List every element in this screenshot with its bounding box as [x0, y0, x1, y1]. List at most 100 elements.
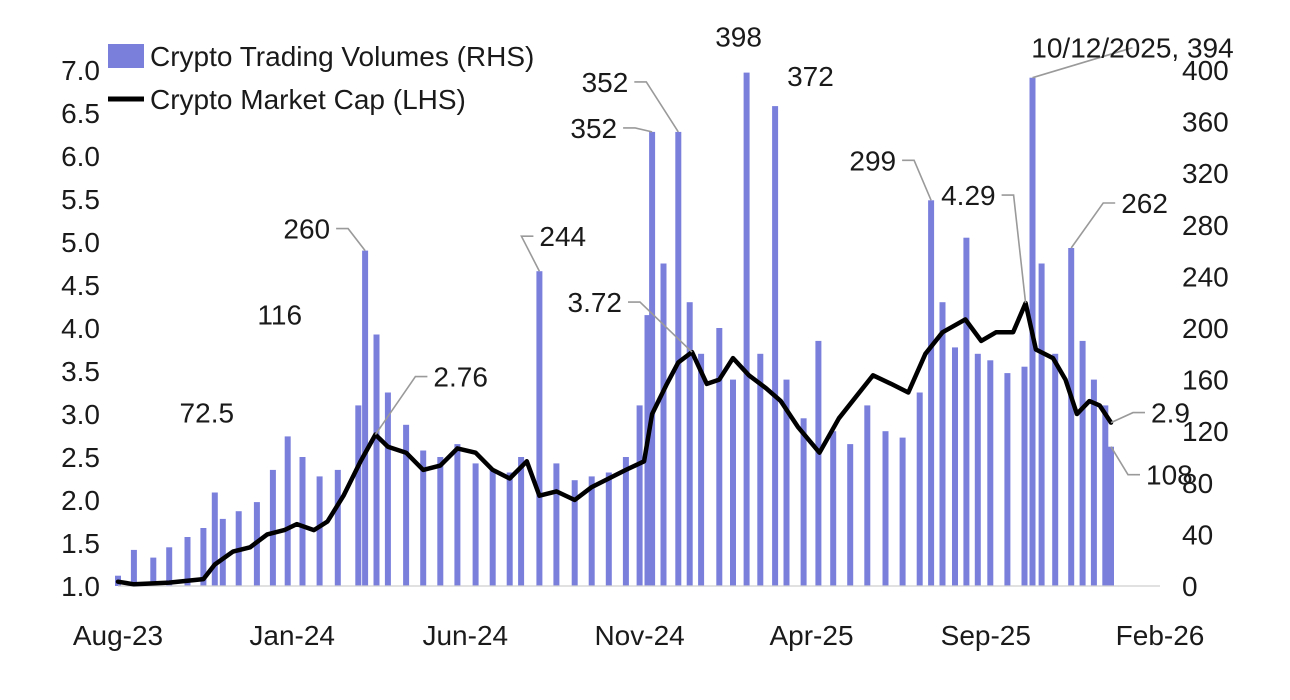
volume-bar-31: [605, 472, 612, 586]
volume-bar-25: [506, 472, 513, 586]
annotation-label: 299: [849, 145, 896, 176]
x-tick-label: Aug-23: [73, 620, 163, 651]
x-tick-label: Apr-25: [769, 620, 853, 651]
annotation-leader: [1032, 46, 1133, 79]
volume-bar-16: [362, 250, 369, 586]
left-tick-label: 2.5: [61, 442, 100, 473]
left-tick-label: 5.5: [61, 184, 100, 215]
x-tick-label: Feb-26: [1116, 620, 1205, 651]
volume-bar-59: [987, 360, 994, 587]
annotation-label: 2.9: [1151, 398, 1190, 429]
volume-bar-28: [553, 463, 560, 586]
volume-bar-18: [384, 392, 391, 586]
legend-mcap-label: Crypto Market Cap (LHS): [150, 84, 466, 115]
volume-bar-50: [864, 405, 871, 586]
volume-bar-4: [184, 537, 191, 586]
left-tick-label: 6.0: [61, 141, 100, 172]
volume-bar-41: [730, 379, 736, 586]
volume-bar-30: [588, 476, 595, 586]
volume-bar-66: [1079, 340, 1086, 586]
annotation-label: 72.5: [180, 398, 235, 429]
volume-bar-61: [1021, 366, 1028, 586]
volume-bar-68: [1102, 405, 1109, 586]
volume-bar-47: [815, 340, 822, 586]
volume-bar-37: [675, 131, 682, 586]
left-tick-label: 1.0: [61, 571, 100, 602]
volume-bar-51: [882, 431, 889, 586]
volume-bar-10: [269, 469, 276, 586]
left-tick-label: 4.0: [61, 313, 100, 344]
annotation-label: 352: [582, 67, 629, 98]
volume-bar-63: [1038, 263, 1045, 586]
annotation-label: 116: [257, 299, 302, 330]
annotation-leader: [1001, 194, 1027, 304]
volume-bar-35: [649, 131, 656, 586]
volume-bar-45: [783, 379, 790, 586]
annotation-leader: [1110, 411, 1145, 424]
annotation-leader: [902, 159, 932, 201]
legend: Crypto Trading Volumes (RHS) Crypto Mark…: [108, 41, 534, 115]
volume-bar-38: [686, 302, 693, 586]
annotation-label: 262: [1121, 188, 1168, 219]
annotation-leader: [374, 375, 428, 436]
annotation-label: 372: [787, 61, 834, 92]
volume-bar-27: [536, 271, 543, 586]
volume-bar-11: [284, 436, 291, 586]
volume-bar-21: [437, 457, 444, 586]
volume-bar-17: [373, 334, 380, 586]
legend-volume-swatch: [108, 44, 144, 68]
volume-bar-69: [1108, 446, 1114, 586]
x-axis: Aug-23 Jan-24 Jun-24 Nov-24 Apr-25 Sep-25 Feb-…: [73, 620, 1205, 651]
volume-bars: [115, 72, 1114, 587]
left-tick-label: 6.5: [61, 98, 100, 129]
x-tick-label: Nov-24: [594, 620, 684, 651]
volume-bar-65: [1068, 248, 1075, 586]
volume-bar-15: [355, 405, 362, 586]
volume-bar-67: [1090, 379, 1097, 586]
right-tick-label: 280: [1182, 210, 1229, 241]
volume-bar-3: [166, 547, 173, 586]
volume-bar-24: [489, 469, 496, 586]
left-tick-label: 3.5: [61, 356, 100, 387]
volume-bar-13: [316, 476, 323, 586]
volume-bar-58: [974, 353, 981, 586]
legend-volume-label: Crypto Trading Volumes (RHS): [150, 41, 534, 72]
right-tick-label: 40: [1182, 519, 1213, 550]
annotation-leader: [336, 227, 366, 252]
left-tick-label: 3.0: [61, 399, 100, 430]
left-tick-label: 1.5: [61, 528, 100, 559]
annotation-label: 352: [570, 113, 617, 144]
volume-bar-49: [847, 444, 854, 586]
volume-bar-60: [1004, 373, 1011, 586]
left-tick-label: 5.0: [61, 227, 100, 258]
volume-bar-12: [299, 457, 306, 586]
volume-bar-19: [403, 424, 410, 587]
volume-bar-55: [939, 302, 946, 586]
volume-bar-42: [743, 72, 750, 587]
volume-bar-57: [963, 237, 970, 586]
volume-bar-36: [660, 263, 667, 586]
right-axis: 0 40 80 120 160 200 240 280 320 360 400: [1182, 55, 1229, 602]
volume-bar-1: [130, 549, 137, 586]
x-tick-label: Jun-24: [422, 620, 508, 651]
left-axis: 1.0 1.5 2.0 2.5 3.0 3.5 4.0 4.5 5.0 5.5 6.0 6.5 7.0: [61, 55, 100, 602]
volume-bar-53: [916, 392, 923, 586]
annotation-label: 244: [539, 221, 586, 252]
volume-bar-26: [518, 457, 525, 586]
right-tick-label: 0: [1182, 571, 1198, 602]
right-tick-label: 400: [1182, 55, 1229, 86]
annotation-label: 10/12/2025, 394: [1031, 33, 1233, 64]
annotation-label: 260: [283, 214, 330, 245]
volume-bar-52: [899, 437, 906, 586]
volume-bar-22: [454, 444, 461, 586]
right-tick-label: 320: [1182, 158, 1229, 189]
volume-bar-14: [334, 469, 341, 586]
volume-bar-2: [150, 557, 157, 586]
annotation-leader: [520, 235, 541, 272]
right-tick-label: 160: [1182, 365, 1229, 396]
right-tick-label: 200: [1182, 313, 1229, 344]
annotation-leader: [1110, 446, 1140, 476]
market-cap-line: [115, 300, 1114, 587]
annotation-leader: [1070, 202, 1116, 249]
